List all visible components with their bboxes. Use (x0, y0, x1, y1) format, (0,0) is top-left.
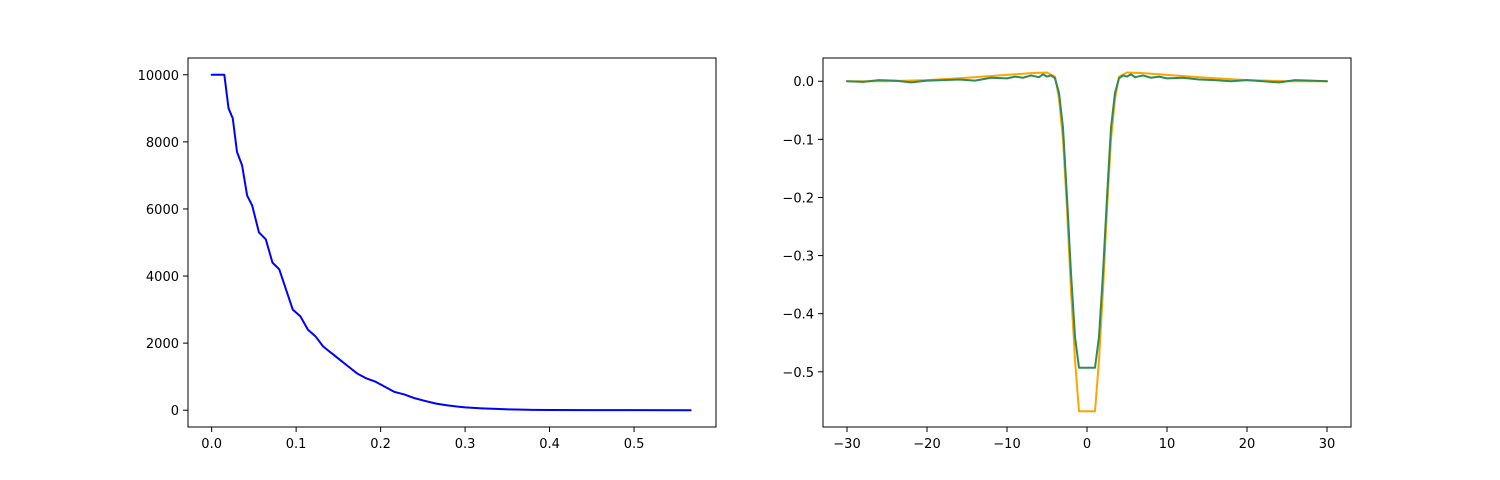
x-tick-label: 10 (1159, 437, 1176, 452)
x-tick-label: −20 (913, 437, 940, 452)
x-tick-label: −10 (993, 437, 1020, 452)
y-tick-label: 0.0 (793, 75, 814, 90)
axes-frame (822, 57, 1352, 428)
left-axes: 0.0 0.1 0.2 0.3 0.4 0.5 0 2000 4000 6000 8000 10000 (138, 57, 717, 452)
y-tick-label: 8000 (146, 136, 179, 151)
x-tick-label: 0.5 (624, 437, 645, 452)
x-tick-label: 0.3 (455, 437, 476, 452)
axes-frame (187, 57, 717, 428)
x-tick-label: 0.1 (286, 437, 307, 452)
y-tick-label: 6000 (146, 203, 179, 218)
y-tick-label: −0.5 (782, 366, 814, 381)
y-tick-label: 2000 (146, 337, 179, 352)
series-line-1 (846, 73, 1328, 369)
y-tick-label: −0.3 (782, 250, 814, 265)
x-tick-label: 0.4 (539, 437, 560, 452)
x-tick-label: 0.0 (201, 437, 222, 452)
y-tick-label: −0.4 (782, 308, 814, 323)
y-tick-label: 0 (171, 404, 179, 419)
x-tick-label: −30 (833, 437, 860, 452)
x-tick-label: 20 (1239, 437, 1256, 452)
x-tick-label: 0.2 (370, 437, 391, 452)
y-tick-label: −0.1 (782, 133, 814, 148)
y-tick-label: 10000 (138, 69, 179, 84)
series-line-0 (210, 73, 692, 412)
x-tick-label: 0 (1083, 437, 1091, 452)
right-axes: −30 −20 −10 0 10 20 30 0.0 −0.1 −0.2 −0.3 −0.4 −0.5 (782, 57, 1352, 452)
x-tick-label: 30 (1319, 437, 1336, 452)
y-tick-label: −0.2 (782, 191, 814, 206)
y-tick-label: 4000 (146, 270, 179, 285)
series-line-0 (846, 71, 1328, 413)
